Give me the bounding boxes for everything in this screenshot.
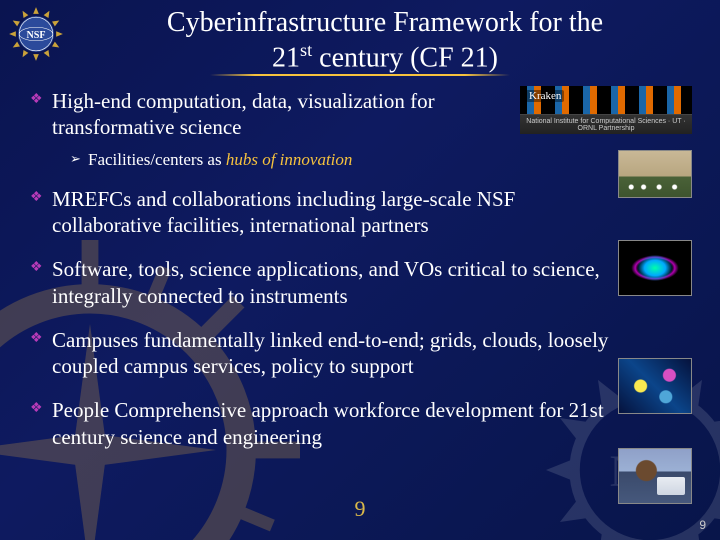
bullet-5: ❖ People Comprehensive approach workforc… <box>30 397 690 450</box>
bullet-4: ❖ Campuses fundamentally linked end-to-e… <box>30 327 690 380</box>
title-underline <box>210 74 510 76</box>
diamond-bullet-icon: ❖ <box>30 256 48 280</box>
bullet-4-text: Campuses fundamentally linked end-to-end… <box>52 327 690 380</box>
diamond-bullet-icon: ❖ <box>30 397 48 421</box>
slide-title: Cyberinfrastructure Framework for the 21… <box>80 6 690 75</box>
content-area: ❖ High-end computation, data, visualizat… <box>30 88 690 468</box>
page-number-corner: 9 <box>699 518 706 532</box>
title-line2-post: century (CF 21) <box>312 42 498 73</box>
page-number-center: 9 <box>355 496 366 522</box>
bullet-3-text: Software, tools, science applications, a… <box>52 256 690 309</box>
thumbnail-network <box>618 358 692 414</box>
svg-text:NSF: NSF <box>26 30 45 41</box>
arrow-bullet-icon: ➢ <box>70 149 88 169</box>
title-line2-sup: st <box>300 40 312 60</box>
thumbnail-simulation <box>618 240 692 296</box>
title-line1: Cyberinfrastructure Framework for the <box>167 7 603 38</box>
diamond-bullet-icon: ❖ <box>30 327 48 351</box>
thumbnail-golfballs <box>618 150 692 198</box>
bullet-2: ❖ MREFCs and collaborations including la… <box>30 186 690 239</box>
bullet-5-text: People Comprehensive approach workforce … <box>52 397 690 450</box>
bullet-2-text: MREFCs and collaborations including larg… <box>52 186 690 239</box>
diamond-bullet-icon: ❖ <box>30 88 48 112</box>
bullet-3: ❖ Software, tools, science applications,… <box>30 256 690 309</box>
sub-bullet-1-text: Facilities/centers as hubs of innovation <box>88 149 352 170</box>
slide: NSF <box>0 0 720 540</box>
diamond-bullet-icon: ❖ <box>30 186 48 210</box>
thumbnail-people <box>618 448 692 504</box>
thumbnail-kraken-label: Kraken <box>526 90 564 102</box>
sub-bullet-1: ➢ Facilities/centers as hubs of innovati… <box>70 149 690 170</box>
thumbnail-supercomputer: Kraken National Institute for Computatio… <box>520 86 692 134</box>
nsf-logo-icon: NSF <box>8 6 64 62</box>
title-line2-pre: 21 <box>272 42 300 73</box>
thumbnail-kraken-caption: National Institute for Computational Sci… <box>520 118 692 132</box>
